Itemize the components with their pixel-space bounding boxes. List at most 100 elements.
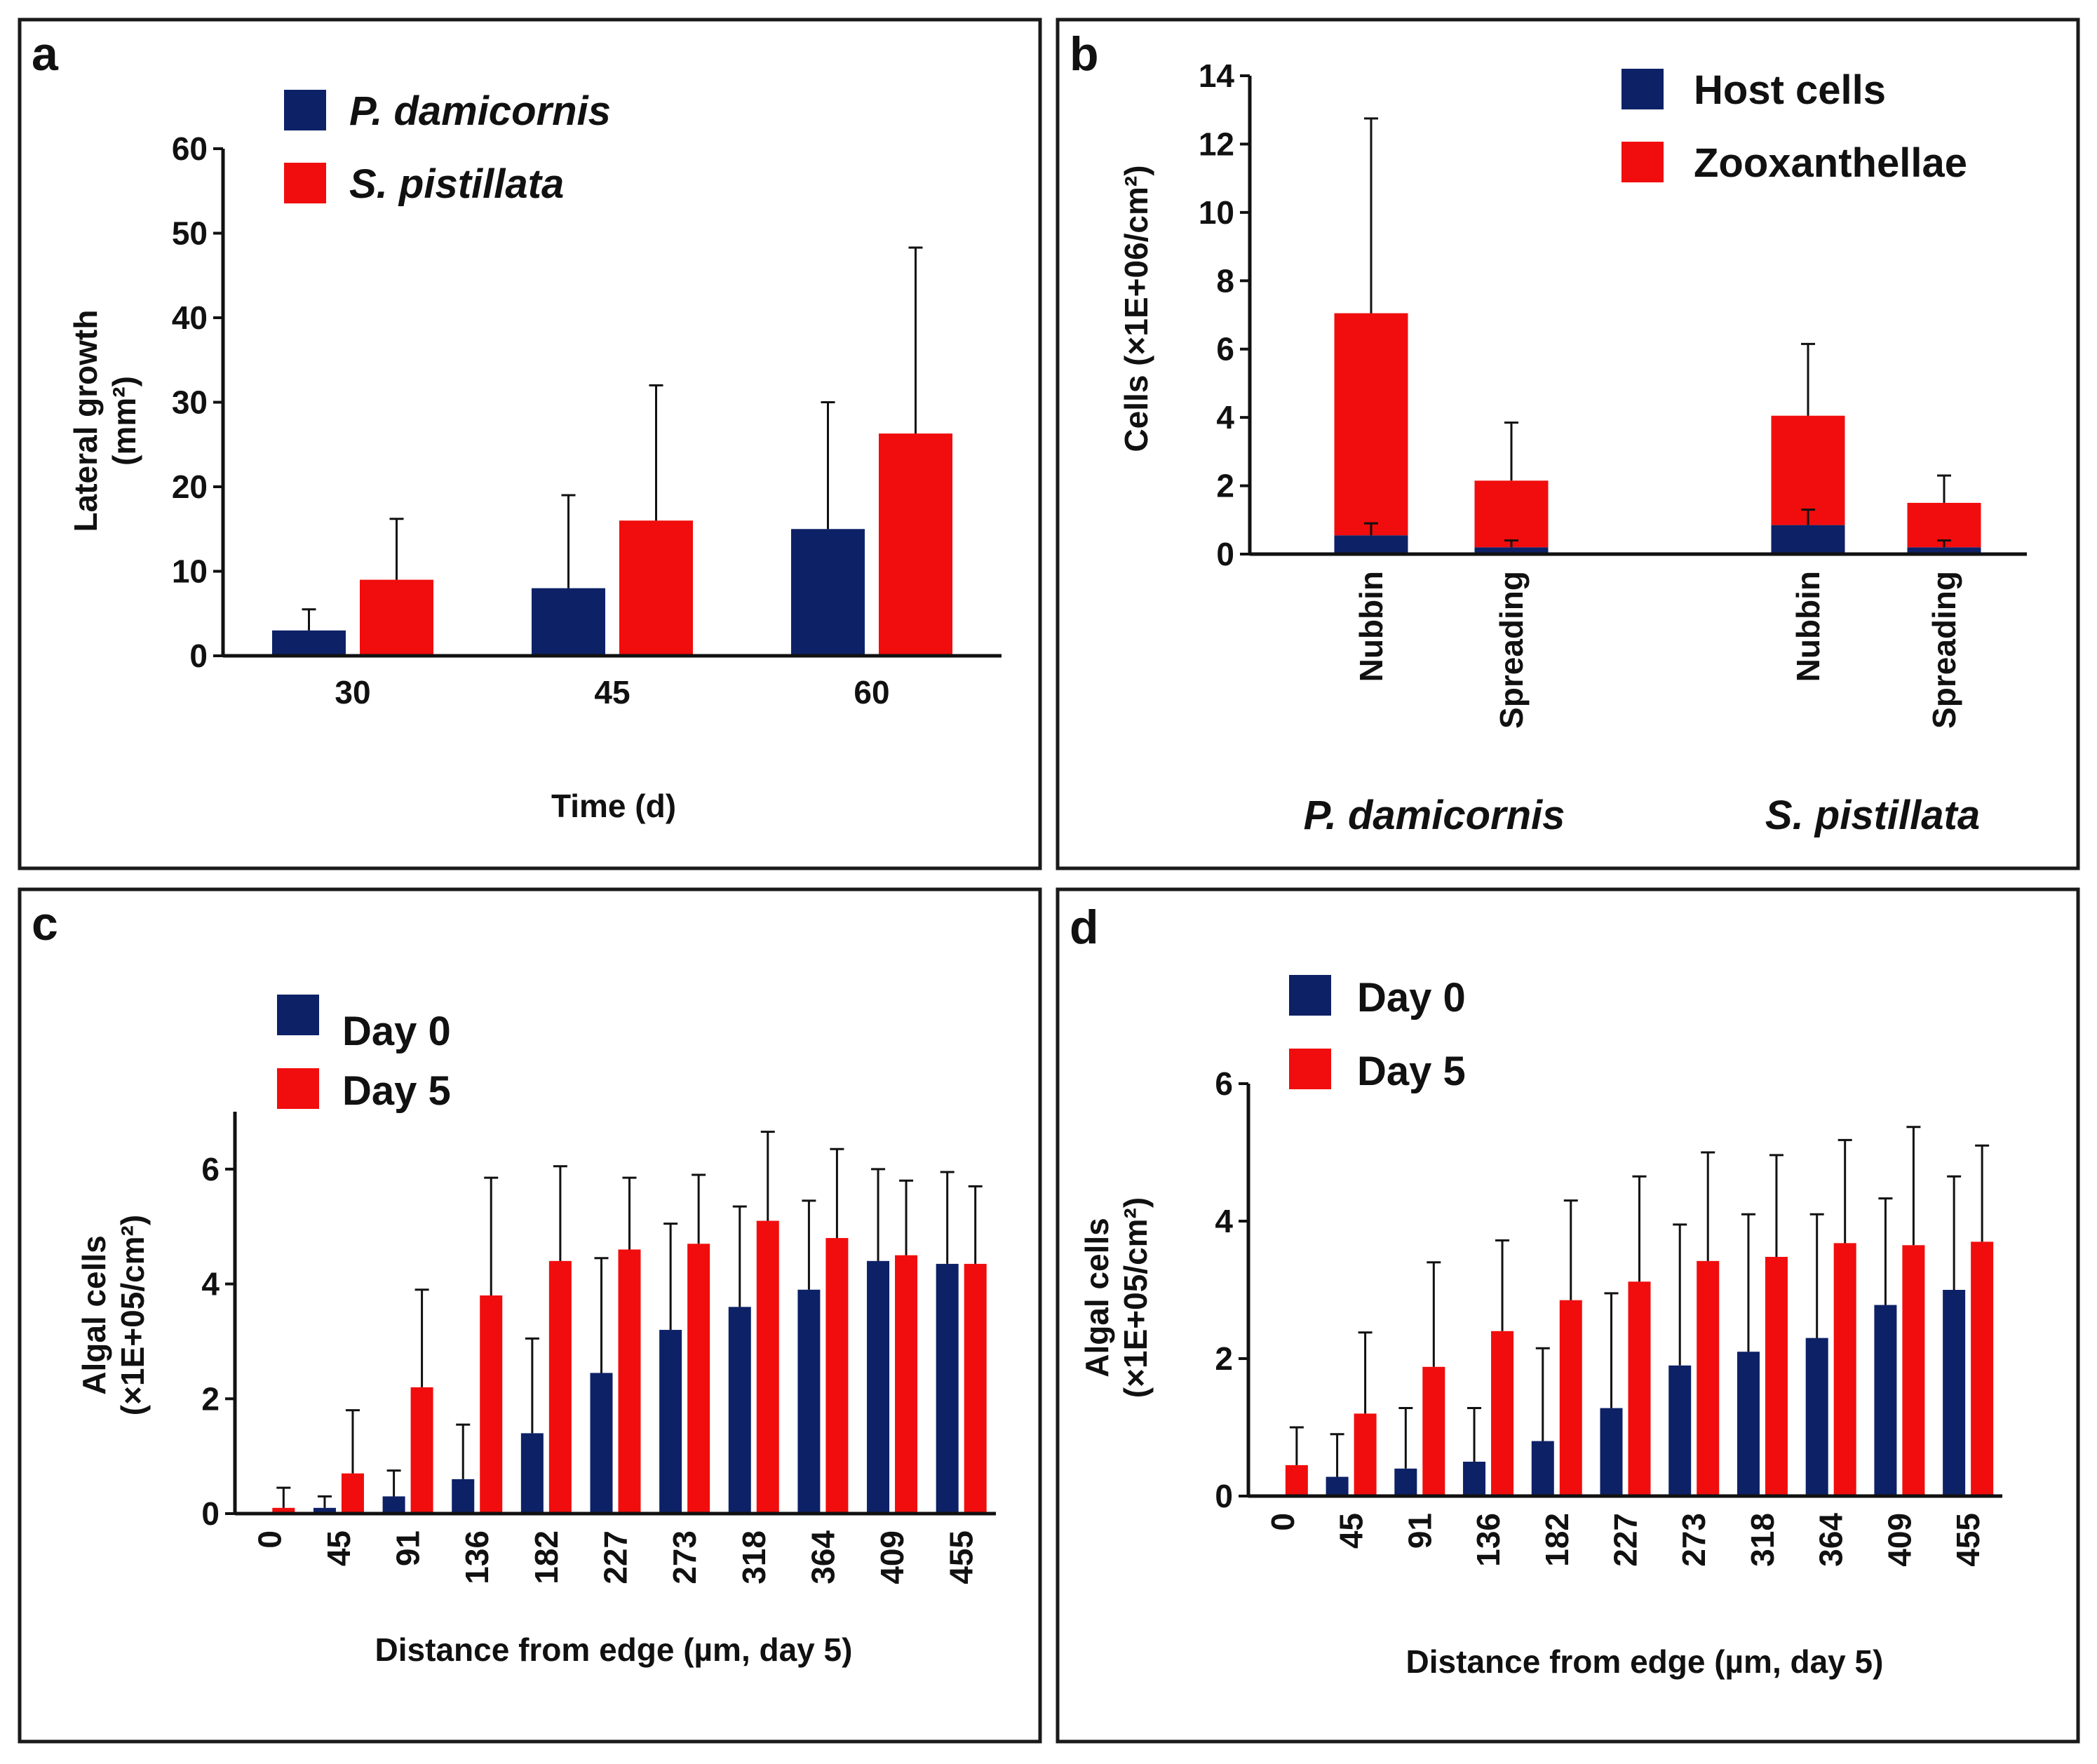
panel-a-y-ticks: 0 10 20 30 40 50 60 (172, 130, 223, 674)
panel-c-x-tick-label: 182 (528, 1530, 565, 1584)
panel-d-bar (1354, 1413, 1377, 1496)
panel-c-y-ticks: 0 2 4 6 (201, 1151, 235, 1532)
panel-d-legend-label-2: Day 5 (1357, 1049, 1466, 1094)
panel-c-x-axis-title: Distance from edge (µm, day 5) (375, 1631, 853, 1668)
panel-c-bar (825, 1238, 849, 1514)
panel-b-legend-label-1: Host cells (1694, 67, 1886, 113)
panel-c-x-tick-label: 136 (459, 1530, 495, 1584)
panel-d-bar (1531, 1441, 1554, 1496)
panel-c-x-tick-label: 227 (598, 1530, 634, 1584)
panel-a-x-axis-title: Time (d) (551, 788, 676, 824)
panel-c-x-tick-label: 273 (666, 1530, 703, 1584)
panel-d-bar (1422, 1366, 1445, 1496)
panel-c-x-tick-label: 364 (804, 1530, 841, 1584)
panel-d-legend-label-1: Day 0 (1357, 975, 1466, 1021)
panel-a-legend-label-2: S. pistillata (349, 161, 564, 207)
panel-a-bar (879, 433, 952, 656)
panel-b-y-tick-label: 4 (1216, 399, 1234, 436)
panel-a-y-tick-label: 40 (172, 299, 208, 336)
panel-b-error-bars (1364, 117, 1951, 548)
panel-c-bar (618, 1249, 641, 1514)
panel-b-chart: 0 2 4 6 8 10 12 14 Nubbin Spreading Nubbin Spreadi… (1118, 58, 2027, 838)
panel-a-legend: P. damicornis S. pistillata (284, 88, 611, 207)
panel-b-group-label-2: S. pistillata (1765, 793, 1980, 838)
panel-d-x-tick-label: 409 (1881, 1513, 1917, 1567)
panel-a-bar (360, 579, 433, 656)
panel-d-x-tick-label: 318 (1744, 1513, 1781, 1567)
panel-d-x-tick-label: 455 (1950, 1513, 1986, 1567)
panel-d-legend-swatch-1 (1289, 975, 1331, 1016)
panel-d-legend-swatch-2 (1289, 1049, 1331, 1089)
panel-d-y-axis-title-line-2: (×1E+05/cm²) (1117, 1197, 1154, 1398)
panel-c-y-tick-label: 6 (201, 1151, 220, 1187)
panel-c-x-tick-label: 45 (321, 1530, 357, 1566)
panel-d-y-axis-title: Algal cells (×1E+05/cm²) (1079, 1197, 1154, 1398)
panel-a-y-tick-label: 30 (172, 384, 208, 421)
panel-a-bar (619, 520, 693, 656)
panel-a-x-tick-label: 45 (594, 674, 630, 711)
panel-c-chart: 0 2 4 6 0 45 91 136 182 227 273 318 364 409 455 Dista… (76, 995, 996, 1668)
panel-b-x-ticks: Nubbin Spreading Nubbin Spreading (1353, 571, 1962, 729)
panel-c-bar (895, 1255, 918, 1514)
panel-d-x-tick-label: 45 (1333, 1513, 1370, 1549)
panel-a-y-tick-label: 50 (172, 215, 208, 252)
panel-b-x-tick-label: Nubbin (1353, 571, 1389, 682)
panel-d-bar (1559, 1300, 1582, 1496)
panel-a-y-tick-label: 0 (189, 638, 208, 674)
panel-a-x-ticks: 30 45 60 (335, 674, 889, 711)
panel-a-legend-swatch-2 (284, 163, 326, 203)
panel-a-bar (272, 630, 346, 656)
panel-c-frame (18, 887, 1042, 1744)
panel-d-legend: Day 0 Day 5 (1289, 975, 1466, 1094)
panel-b-bar-segment (1771, 525, 1845, 554)
panel-d-bar (1285, 1465, 1308, 1496)
panel-d-bar (1697, 1260, 1720, 1496)
panel-b-legend-label-2: Zooxanthellae (1694, 140, 1967, 186)
panel-d-bar (1971, 1241, 1994, 1496)
panel-b-legend-swatch-2 (1621, 142, 1664, 182)
panel-c-bar (728, 1307, 751, 1514)
panel-d-bar (1833, 1243, 1856, 1496)
panel-b-bar-segment (1474, 480, 1549, 548)
panel-a-letter: a (32, 27, 59, 81)
panel-d-letter: d (1070, 901, 1099, 954)
panel-b-x-tick-label: Spreading (1926, 571, 1962, 729)
panel-c-bar (964, 1263, 987, 1514)
panel-c-x-tick-label: 409 (874, 1530, 910, 1584)
panel-d-y-ticks: 0 2 4 6 (1215, 1065, 1248, 1514)
panel-c-bar (272, 1507, 295, 1514)
panel-c-bar (520, 1433, 544, 1514)
panel-a-legend-swatch-1 (284, 90, 326, 130)
panel-b-frame (1056, 18, 2080, 870)
panel-c-bar (659, 1330, 682, 1514)
panel-c-x-tick-label: 318 (736, 1530, 772, 1584)
panel-c-y-axis-title-line-2: (×1E+05/cm²) (114, 1215, 151, 1415)
panel-c-x-ticks: 0 45 91 136 182 227 273 318 364 409 455 (251, 1530, 979, 1584)
panel-d-bar (1805, 1338, 1828, 1496)
panel-b-legend: Host cells Zooxanthellae (1621, 67, 1967, 186)
panel-c-bar (867, 1260, 890, 1514)
panel-d-bar (1874, 1305, 1897, 1496)
panel-c-y-axis-title: Algal cells (×1E+05/cm²) (76, 1215, 151, 1415)
panel-a-bar (532, 588, 605, 656)
panel-b-bar-segment (1771, 415, 1845, 525)
panel-a-y-tick-label: 20 (172, 469, 208, 505)
panel-c-legend: Day 0 Day 5 (277, 995, 451, 1114)
panel-c-bar (548, 1260, 572, 1514)
panel-c-x-tick-label: 0 (251, 1530, 288, 1549)
panel-b-group-label-1: P. damicornis (1304, 793, 1565, 838)
panel-d-x-tick-label: 91 (1401, 1513, 1438, 1549)
panel-d-x-tick-label: 182 (1539, 1513, 1575, 1567)
panel-d-x-tick-label: 364 (1813, 1513, 1849, 1567)
panel-d-frame (1056, 887, 2080, 1744)
panel-c-bar (452, 1479, 475, 1514)
panel-d-error-bars (1289, 1126, 1990, 1477)
panel-c-axes (233, 1112, 996, 1516)
panel-a-y-tick-label: 60 (172, 130, 208, 167)
panel-a-legend-label-1: P. damicornis (349, 88, 611, 134)
panel-c-bar (590, 1373, 613, 1514)
panel-c-y-tick-label: 2 (201, 1380, 220, 1417)
panel-d-x-tick-label: 227 (1607, 1513, 1644, 1567)
panel-c-y-tick-label: 0 (201, 1495, 220, 1532)
